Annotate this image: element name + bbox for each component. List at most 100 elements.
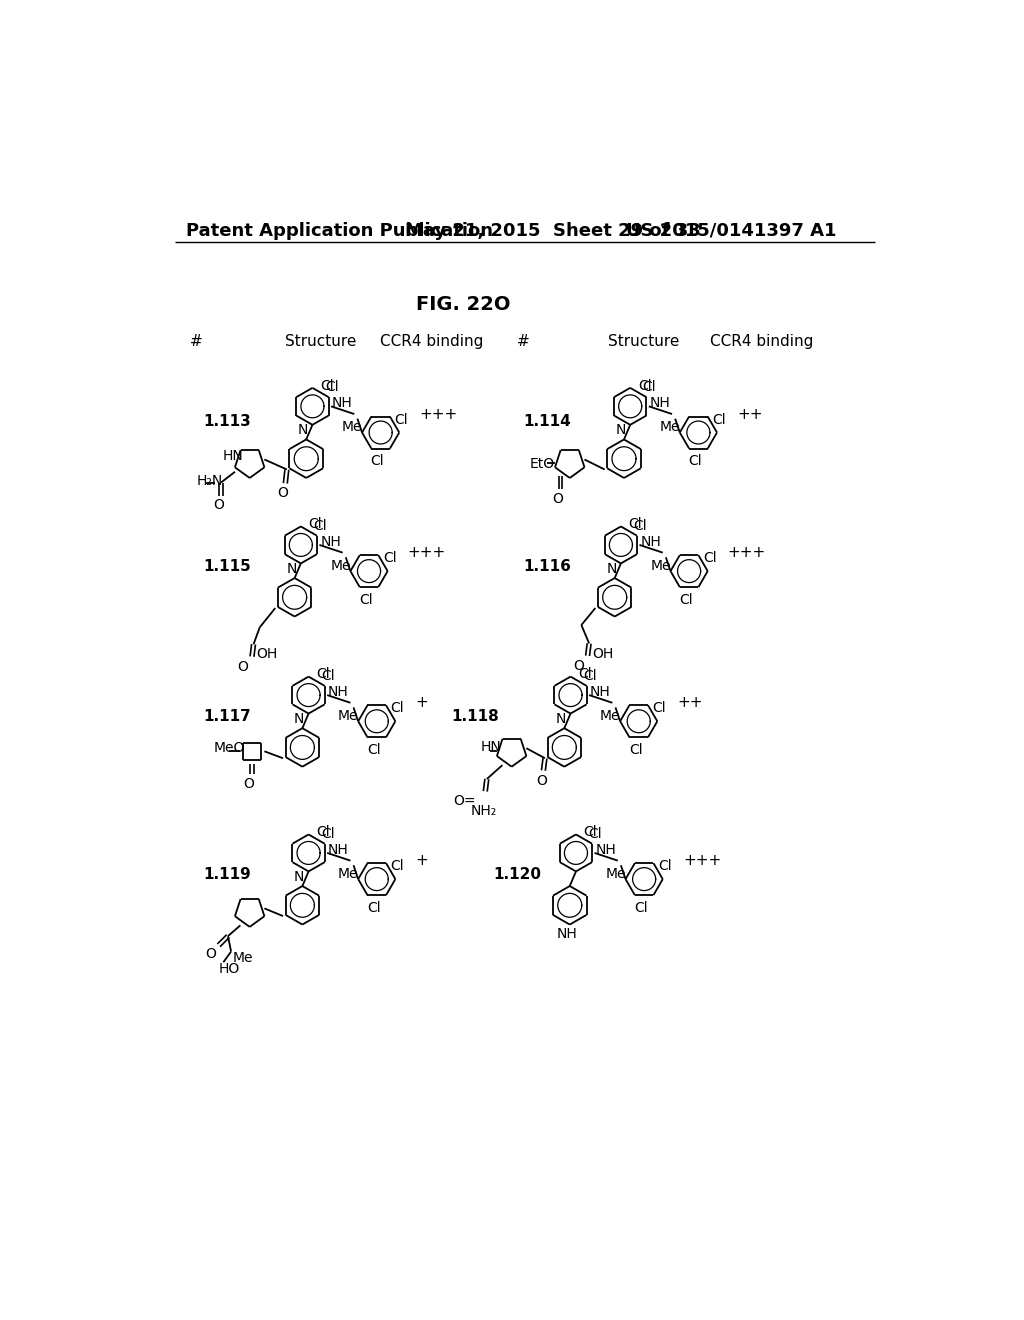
Text: N: N (287, 562, 297, 576)
Text: 1.117: 1.117 (203, 709, 251, 723)
Text: 1.115: 1.115 (203, 558, 251, 574)
Text: May 21, 2015  Sheet 29 of 33: May 21, 2015 Sheet 29 of 33 (406, 222, 701, 239)
Text: NH: NH (321, 535, 341, 549)
Text: Cl: Cl (652, 701, 667, 715)
Text: NH: NH (595, 843, 616, 857)
Text: Cl: Cl (713, 412, 726, 426)
Text: Cl: Cl (583, 669, 597, 682)
Text: Me: Me (338, 867, 358, 880)
Text: Me: Me (232, 952, 253, 965)
Text: Cl: Cl (316, 668, 330, 681)
Text: ++: ++ (678, 696, 702, 710)
Text: HN: HN (480, 739, 502, 754)
Text: Cl: Cl (359, 593, 373, 607)
Text: Cl: Cl (313, 519, 327, 533)
Text: +++: +++ (408, 545, 446, 560)
Text: Cl: Cl (321, 826, 335, 841)
Text: N: N (556, 711, 566, 726)
Text: NH: NH (328, 685, 349, 700)
Text: O: O (213, 498, 224, 512)
Text: Cl: Cl (371, 454, 384, 469)
Text: Cl: Cl (383, 552, 396, 565)
Text: Cl: Cl (325, 380, 339, 395)
Text: Cl: Cl (367, 900, 381, 915)
Text: Patent Application Publication: Patent Application Publication (186, 222, 494, 239)
Text: Cl: Cl (633, 519, 647, 533)
Text: Cl: Cl (308, 517, 323, 531)
Text: O: O (278, 487, 289, 500)
Text: O: O (238, 660, 248, 673)
Text: +: + (416, 853, 428, 869)
Text: Cl: Cl (688, 454, 702, 469)
Text: Me: Me (659, 420, 680, 434)
Text: Me: Me (338, 709, 358, 723)
Text: Cl: Cl (703, 552, 717, 565)
Text: Me: Me (331, 558, 351, 573)
Text: 1.120: 1.120 (494, 867, 542, 882)
Text: Me: Me (342, 420, 362, 434)
Text: Cl: Cl (579, 668, 592, 681)
Text: Cl: Cl (367, 743, 381, 756)
Text: EtO: EtO (529, 457, 555, 471)
Text: O: O (552, 492, 563, 506)
Text: NH: NH (649, 396, 671, 411)
Text: Cl: Cl (391, 701, 404, 715)
Text: HO: HO (219, 962, 240, 977)
Text: NH₂: NH₂ (471, 804, 497, 817)
Text: CCR4 binding: CCR4 binding (711, 334, 814, 348)
Text: N: N (615, 424, 626, 437)
Text: Cl: Cl (321, 669, 335, 682)
Text: Cl: Cl (638, 379, 651, 392)
Text: Cl: Cl (658, 859, 672, 873)
Text: O: O (206, 946, 216, 961)
Text: 1.113: 1.113 (203, 414, 251, 429)
Text: NH: NH (590, 685, 610, 700)
Text: Cl: Cl (643, 380, 656, 395)
Text: NH: NH (556, 927, 578, 941)
Text: NH: NH (640, 535, 662, 549)
Text: N: N (294, 870, 304, 884)
Text: US 2015/0141397 A1: US 2015/0141397 A1 (627, 222, 837, 239)
Text: Cl: Cl (584, 825, 597, 840)
Text: 1.119: 1.119 (203, 867, 251, 882)
Text: +++: +++ (728, 545, 766, 560)
Text: Structure: Structure (607, 334, 679, 348)
Text: #: # (517, 334, 529, 348)
Text: 1.116: 1.116 (523, 558, 571, 574)
Text: Me: Me (600, 709, 621, 723)
Text: Cl: Cl (629, 743, 642, 756)
Text: O: O (244, 777, 254, 792)
Text: HN: HN (222, 449, 244, 463)
Text: O=: O= (454, 795, 476, 808)
Text: +++: +++ (683, 853, 721, 869)
Text: Cl: Cl (589, 826, 602, 841)
Text: FIG. 22O: FIG. 22O (416, 296, 510, 314)
Text: N: N (298, 424, 308, 437)
Text: Cl: Cl (634, 900, 648, 915)
Text: N: N (606, 562, 616, 576)
Text: Cl: Cl (394, 412, 409, 426)
Text: Structure: Structure (285, 334, 356, 348)
Text: ++: ++ (737, 407, 763, 421)
Text: Cl: Cl (629, 517, 642, 531)
Text: O: O (572, 659, 584, 673)
Text: CCR4 binding: CCR4 binding (380, 334, 483, 348)
Text: Me: Me (650, 558, 671, 573)
Text: 1.114: 1.114 (523, 414, 571, 429)
Text: MeO: MeO (213, 742, 245, 755)
Text: NH: NH (328, 843, 349, 857)
Text: Me: Me (605, 867, 626, 880)
Text: #: # (189, 334, 203, 348)
Text: Cl: Cl (679, 593, 693, 607)
Text: Cl: Cl (321, 379, 334, 392)
Text: N: N (294, 711, 304, 726)
Text: +++: +++ (420, 407, 458, 421)
Text: O: O (537, 774, 547, 788)
Text: Cl: Cl (316, 825, 330, 840)
Text: H₂N: H₂N (197, 474, 222, 488)
Text: OH: OH (592, 647, 613, 660)
Text: 1.118: 1.118 (452, 709, 499, 723)
Text: NH: NH (332, 396, 352, 411)
Text: OH: OH (257, 647, 278, 661)
Text: Cl: Cl (391, 859, 404, 873)
